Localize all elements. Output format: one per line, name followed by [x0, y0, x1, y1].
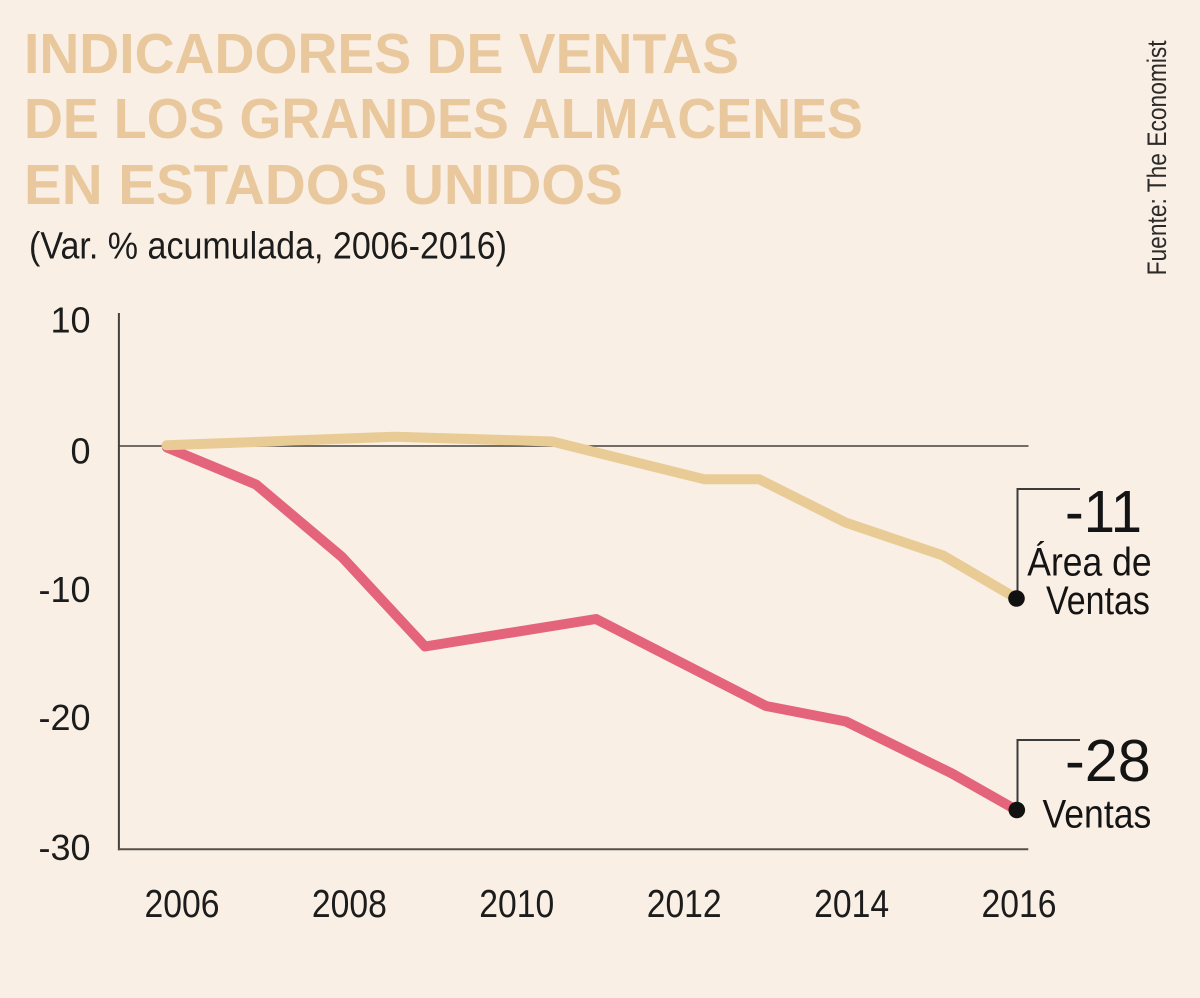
- svg-text:2010: 2010: [479, 883, 554, 926]
- svg-text:DE LOS GRANDES ALMACENES: DE LOS GRANDES ALMACENES: [24, 87, 863, 151]
- svg-text:INDICADORES DE VENTAS: INDICADORES DE VENTAS: [24, 22, 739, 86]
- svg-text:2006: 2006: [145, 883, 220, 926]
- svg-text:2008: 2008: [312, 883, 387, 926]
- svg-text:2012: 2012: [647, 883, 722, 926]
- svg-text:(Var. % acumulada, 2006-2016): (Var. % acumulada, 2006-2016): [29, 225, 507, 267]
- svg-text:-30: -30: [38, 827, 90, 868]
- svg-text:Ventas: Ventas: [1043, 793, 1152, 837]
- svg-text:-11: -11: [1065, 479, 1142, 545]
- svg-text:2016: 2016: [982, 883, 1057, 926]
- svg-text:-28: -28: [1065, 728, 1151, 794]
- svg-text:10: 10: [50, 299, 90, 340]
- svg-text:-20: -20: [38, 697, 90, 738]
- svg-text:0: 0: [70, 430, 90, 471]
- svg-text:Área de: Área de: [1027, 540, 1151, 585]
- svg-text:EN ESTADOS UNIDOS: EN ESTADOS UNIDOS: [24, 153, 623, 217]
- svg-text:Ventas: Ventas: [1046, 579, 1150, 623]
- svg-text:Fuente: The Economist: Fuente: The Economist: [1142, 40, 1172, 275]
- svg-text:-10: -10: [38, 569, 90, 610]
- svg-text:2014: 2014: [814, 883, 889, 926]
